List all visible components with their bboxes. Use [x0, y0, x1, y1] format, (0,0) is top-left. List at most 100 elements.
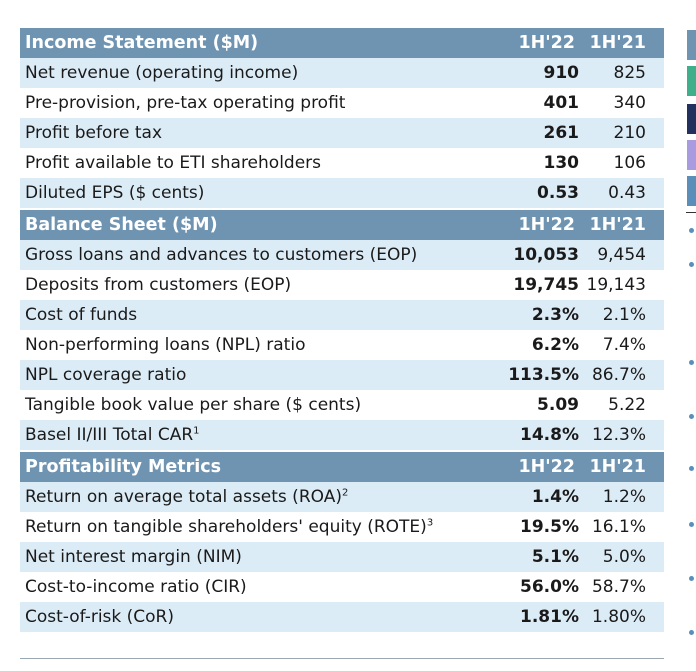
section-title: Income Statement ($M)	[25, 33, 259, 53]
footnote-marker: 1	[193, 425, 200, 437]
table-row: NPL coverage ratio 113.5% 86.7%	[20, 360, 664, 390]
value-1h22: 56.0%	[520, 577, 579, 597]
row-label-text: Return on average total assets (ROA)	[25, 487, 342, 507]
value-1h22: 6.2%	[531, 335, 579, 355]
section-title: Balance Sheet ($M)	[25, 215, 218, 235]
row-label-text: Profit available to ETI shareholders	[25, 153, 322, 173]
section-gap	[20, 208, 664, 210]
value-1h21: 12.3%	[591, 425, 646, 445]
value-1h21: 19,143	[586, 275, 646, 295]
value-1h22: 5.09	[537, 395, 579, 415]
table-row: Tangible book value per share ($ cents) 5…	[20, 390, 664, 420]
row-label-text: Basel II/III Total CAR	[25, 425, 194, 445]
value-1h21: 5.22	[608, 395, 646, 415]
right-strip-lavender	[687, 140, 696, 170]
row-label: Net interest margin (NIM)	[20, 547, 482, 567]
value-1h21: 106	[613, 153, 646, 173]
value-1h22: 261	[543, 123, 580, 143]
row-label-text: Diluted EPS ($ cents)	[25, 183, 205, 203]
row-label: Cost of funds	[20, 305, 482, 325]
table-bottom-rule	[20, 658, 664, 659]
column-header: 1H'21	[589, 215, 646, 235]
value-1h21: 16.1%	[591, 517, 646, 537]
value-1h21: 7.4%	[602, 335, 646, 355]
bullet-icon	[689, 466, 694, 471]
financial-table: Income Statement ($M) 1H'22 1H'21 Net reven…	[20, 28, 664, 632]
row-label: Pre-provision, pre-tax operating profit	[20, 93, 482, 113]
table-row: Return on average total assets (ROA)2 1.4…	[20, 482, 664, 512]
value-1h22: 130	[543, 153, 580, 173]
bullet-icon	[689, 522, 694, 527]
table-row: Profit available to ETI shareholders 130 1…	[20, 148, 664, 178]
row-label-text: Return on tangible shareholders' equity …	[25, 517, 427, 537]
row-label: Tangible book value per share ($ cents)	[20, 395, 482, 415]
row-label-text: Pre-provision, pre-tax operating profit	[25, 93, 346, 113]
value-1h22: 401	[543, 93, 580, 113]
bullet-icon	[689, 630, 694, 635]
right-strip-green	[687, 66, 696, 96]
row-label: Cost-of-risk (CoR)	[20, 607, 482, 627]
value-1h22: 1.81%	[520, 607, 579, 627]
value-1h22: 5.1%	[531, 547, 579, 567]
column-header: 1H'22	[518, 457, 575, 477]
section-gap	[20, 450, 664, 452]
footnote-marker: 3	[426, 517, 434, 529]
right-divider	[686, 212, 696, 213]
bullet-icon	[689, 414, 694, 419]
row-label-text: Net revenue (operating income)	[25, 63, 299, 83]
row-label-text: Cost of funds	[25, 305, 138, 325]
footnote-marker: 2	[341, 487, 349, 499]
value-1h21: 58.7%	[591, 577, 646, 597]
row-label: Gross loans and advances to customers (E…	[20, 245, 482, 265]
row-label-text: Net interest margin (NIM)	[25, 547, 242, 567]
value-1h22: 0.53	[537, 183, 579, 203]
value-1h21: 5.0%	[602, 547, 646, 567]
section-title: Profitability Metrics	[25, 457, 222, 477]
row-label-text: NPL coverage ratio	[25, 365, 187, 385]
row-label: Profit available to ETI shareholders	[20, 153, 482, 173]
row-label-text: Gross loans and advances to customers (E…	[25, 245, 418, 265]
row-label: NPL coverage ratio	[20, 365, 482, 385]
table-row: Basel II/III Total CAR1 14.8% 12.3%	[20, 420, 664, 450]
row-label: Deposits from customers (EOP)	[20, 275, 482, 295]
row-label: Profit before tax	[20, 123, 482, 143]
value-1h22: 14.8%	[520, 425, 579, 445]
value-1h21: 86.7%	[591, 365, 646, 385]
right-strip-navy	[687, 104, 696, 134]
bullet-icon	[689, 360, 694, 365]
table-row: Non-performing loans (NPL) ratio 6.2% 7.4%	[20, 330, 664, 360]
value-1h22: 10,053	[513, 245, 579, 265]
value-1h21: 1.80%	[591, 607, 646, 627]
column-header: 1H'22	[518, 33, 575, 53]
value-1h22: 910	[543, 63, 580, 83]
table-row: Net revenue (operating income) 910 825	[20, 58, 664, 88]
column-header: 1H'21	[589, 457, 646, 477]
value-1h21: 2.1%	[602, 305, 646, 325]
table-row: Cost-to-income ratio (CIR) 56.0% 58.7%	[20, 572, 664, 602]
table-row: Deposits from customers (EOP) 19,745 19,14…	[20, 270, 664, 300]
section-header: Profitability Metrics 1H'22 1H'21	[20, 452, 664, 482]
value-1h22: 1.4%	[531, 487, 579, 507]
value-1h22: 2.3%	[531, 305, 579, 325]
row-label-text: Cost-of-risk (CoR)	[25, 607, 174, 627]
table-row: Net interest margin (NIM) 5.1% 5.0%	[20, 542, 664, 572]
value-1h21: 340	[613, 93, 646, 113]
value-1h22: 19.5%	[520, 517, 579, 537]
table-row: Return on tangible shareholders' equity …	[20, 512, 664, 542]
right-strip-blue	[687, 30, 696, 60]
value-1h21: 0.43	[608, 183, 646, 203]
value-1h22: 19,745	[513, 275, 579, 295]
row-label: Return on average total assets (ROA)2	[20, 487, 482, 507]
row-label: Return on tangible shareholders' equity …	[20, 517, 482, 537]
row-label: Net revenue (operating income)	[20, 63, 482, 83]
section-header: Balance Sheet ($M) 1H'22 1H'21	[20, 210, 664, 240]
value-1h21: 210	[613, 123, 646, 143]
row-label: Diluted EPS ($ cents)	[20, 183, 482, 203]
table-row: Pre-provision, pre-tax operating profit 4…	[20, 88, 664, 118]
row-label: Cost-to-income ratio (CIR)	[20, 577, 482, 597]
table-row: Gross loans and advances to customers (E…	[20, 240, 664, 270]
row-label-text: Deposits from customers (EOP)	[25, 275, 292, 295]
section-header: Income Statement ($M) 1H'22 1H'21	[20, 28, 664, 58]
row-label-text: Tangible book value per share ($ cents)	[25, 395, 362, 415]
right-strip-lightblue	[687, 176, 696, 206]
